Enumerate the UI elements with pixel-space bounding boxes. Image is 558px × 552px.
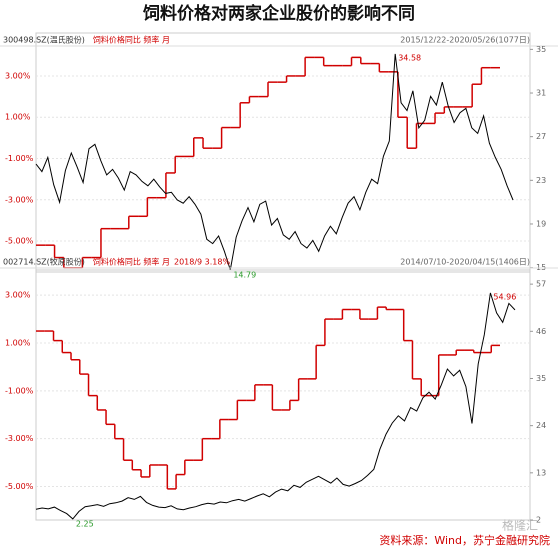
y2-tick-label: 19 (536, 219, 546, 228)
latest-label: 2018/9 3.18% (174, 258, 231, 267)
y-tick-label: 3.00% (5, 71, 31, 80)
y2-tick-label: 35 (536, 45, 546, 54)
high-label: 54.96 (493, 292, 516, 301)
y-tick-label: -1.00% (5, 386, 34, 395)
y2-tick-label: 24 (536, 421, 546, 430)
watermark: 格隆汇 (502, 518, 538, 533)
y2-tick-label: 57 (536, 280, 546, 289)
y-tick-label: 3.00% (5, 291, 31, 300)
price-line (35, 53, 514, 271)
y2-tick-label: 2 (536, 516, 541, 525)
legend-label: 002714.SZ(牧原股份) (3, 257, 85, 267)
y-tick-label: 1.00% (5, 338, 31, 347)
y2-tick-label: 13 (536, 468, 546, 477)
y2-tick-label: 31 (536, 89, 546, 98)
chart-title: 饲料价格对两家企业股价的影响不同 (142, 3, 415, 24)
high-label: 34.58 (398, 53, 421, 62)
y2-tick-label: 27 (536, 132, 546, 141)
date-range: 2014/07/10-2020/04/15(1406日) (400, 258, 530, 267)
y-tick-label: 1.00% (5, 113, 31, 122)
date-range: 2015/12/22-2020/05/26(1077日) (400, 36, 530, 45)
y-tick-label: -1.00% (5, 154, 34, 163)
y2-tick-label: 23 (536, 176, 546, 185)
y-tick-label: -3.00% (5, 195, 34, 204)
legend-label: 饲料价格同比 频率 月 (93, 35, 170, 45)
price-line (35, 292, 516, 520)
y-tick-label: -5.00% (5, 482, 34, 491)
legend-label: 饲料价格同比 频率 月 (93, 257, 170, 267)
y2-tick-label: 35 (536, 374, 546, 383)
plot-frame (35, 269, 531, 521)
y2-tick-label: 46 (536, 327, 546, 336)
legend-label: 300498.SZ(温氏股份) (3, 35, 85, 45)
source-note: 资料来源：Wind，苏宁金融研究院 (379, 533, 550, 547)
low-label: 14.79 (233, 270, 256, 279)
y-tick-label: -3.00% (5, 434, 34, 443)
y-tick-label: -5.00% (5, 237, 34, 246)
plot-frame (35, 32, 531, 273)
low-label: 2.25 (76, 519, 94, 528)
